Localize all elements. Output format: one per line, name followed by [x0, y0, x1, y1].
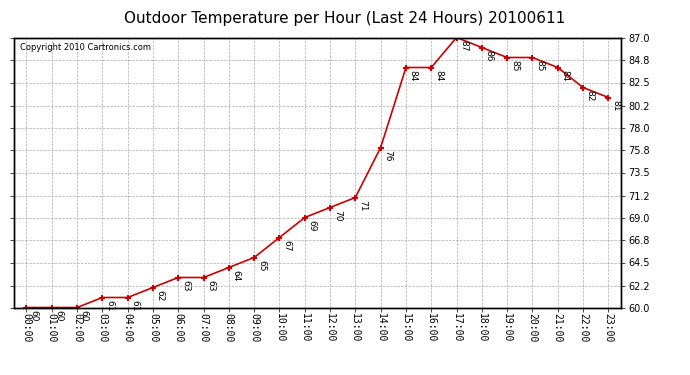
Text: 86: 86	[484, 50, 493, 62]
Text: 87: 87	[460, 40, 469, 52]
Text: Outdoor Temperature per Hour (Last 24 Hours) 20100611: Outdoor Temperature per Hour (Last 24 Ho…	[124, 11, 566, 26]
Text: 70: 70	[333, 210, 342, 222]
Text: 64: 64	[232, 270, 241, 282]
Text: 60: 60	[55, 310, 63, 322]
Text: 84: 84	[434, 70, 443, 82]
Text: Copyright 2010 Cartronics.com: Copyright 2010 Cartronics.com	[20, 43, 151, 52]
Text: 63: 63	[206, 280, 215, 292]
Text: 85: 85	[510, 60, 519, 72]
Text: 81: 81	[611, 100, 620, 112]
Text: 84: 84	[408, 70, 417, 82]
Text: 62: 62	[156, 290, 165, 302]
Text: 69: 69	[308, 220, 317, 232]
Text: 71: 71	[358, 200, 367, 212]
Text: 65: 65	[257, 260, 266, 272]
Text: 60: 60	[29, 310, 38, 322]
Text: 61: 61	[105, 300, 114, 312]
Text: 60: 60	[80, 310, 89, 322]
Text: 82: 82	[586, 90, 595, 102]
Text: 84: 84	[560, 70, 569, 82]
Text: 76: 76	[384, 150, 393, 162]
Text: 67: 67	[282, 240, 291, 252]
Text: 61: 61	[130, 300, 139, 312]
Text: 85: 85	[535, 60, 544, 72]
Text: 63: 63	[181, 280, 190, 292]
